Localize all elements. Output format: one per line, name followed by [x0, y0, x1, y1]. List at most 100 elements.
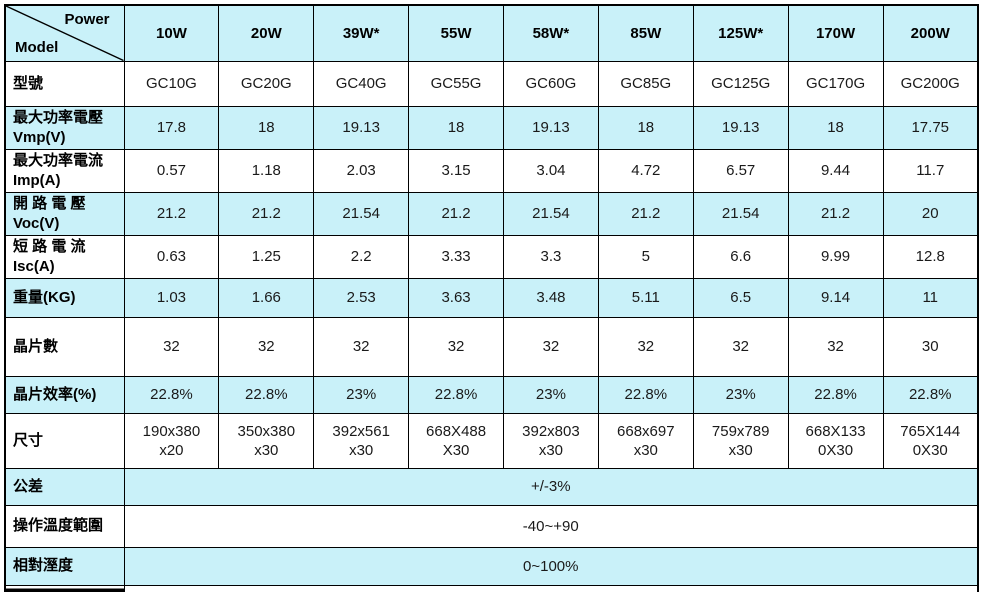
table-row: 晶片效率(%) 22.8% 22.8% 23% 22.8% 23% 22.8% 23% 22.8… — [4, 375, 979, 414]
merged-value-cell: +/-3% — [123, 467, 979, 506]
column-header: 85W — [597, 4, 694, 62]
column-header: 39W* — [313, 4, 410, 62]
row-label: 晶片數 — [4, 316, 125, 377]
diagonal-divider-line — [6, 6, 124, 61]
value-cell: 6.6 — [692, 234, 789, 279]
value-cell: 21.54 — [692, 191, 789, 236]
value-cell: 1.03 — [123, 277, 220, 318]
value-cell: 5.11 — [597, 277, 694, 318]
value-cell: 18 — [218, 105, 315, 150]
row-label: 操作溫度範圍 — [4, 504, 125, 548]
value-cell: GC10G — [123, 60, 220, 107]
value-cell: 0.63 — [123, 234, 220, 279]
value-cell: 32 — [692, 316, 789, 377]
column-header: 58W* — [503, 4, 599, 62]
value-cell: 23% — [692, 375, 789, 414]
value-cell: 21.2 — [218, 191, 315, 236]
value-cell: 668X488 X30 — [408, 412, 504, 469]
value-cell: GC20G — [218, 60, 315, 107]
value-cell: 21.2 — [408, 191, 504, 236]
table-row: 開 路 電 壓 Voc(V) 21.2 21.2 21.54 21.2 21.54 21.2… — [4, 191, 979, 236]
value-cell: 190x380 x20 — [123, 412, 220, 469]
value-cell: GC170G — [787, 60, 884, 107]
value-cell: 20 — [882, 191, 979, 236]
header-row: Power Model 10W 20W 39W* 55W 58W* 85W 125W* 170… — [4, 4, 979, 62]
value-cell: 9.44 — [787, 148, 884, 193]
column-header: 10W — [123, 4, 220, 62]
table-row: 操作溫度範圍 -40~+90 — [4, 504, 979, 548]
column-header: 20W — [218, 4, 315, 62]
value-cell: 392x561 x30 — [313, 412, 410, 469]
value-cell: 23% — [313, 375, 410, 414]
value-cell: 668x697 x30 — [597, 412, 694, 469]
corner-power-label: Power — [64, 11, 110, 28]
value-cell: 6.57 — [692, 148, 789, 193]
merged-value-cell: 0~100% — [123, 546, 979, 586]
value-cell: 18 — [408, 105, 504, 150]
value-cell: 1.66 — [218, 277, 315, 318]
table-row: 相對溼度 0~100% — [4, 546, 979, 586]
corner-model-label: Model — [15, 38, 59, 56]
value-cell: 32 — [123, 316, 220, 377]
row-label: 重量(KG) — [4, 277, 125, 318]
value-cell: 17.8 — [123, 105, 220, 150]
row-label: 相對溼度 — [4, 546, 125, 586]
value-cell: 759x789 x30 — [692, 412, 789, 469]
value-cell: 32 — [218, 316, 315, 377]
value-cell: 392x803 x30 — [503, 412, 599, 469]
column-header: 170W — [787, 4, 884, 62]
column-header: 125W* — [692, 4, 789, 62]
value-cell: 32 — [313, 316, 410, 377]
value-cell: 18 — [787, 105, 884, 150]
value-cell: 1.18 — [218, 148, 315, 193]
column-header: 55W — [408, 4, 504, 62]
value-cell: 32 — [597, 316, 694, 377]
row-label: 最大功率電流 Imp(A) — [4, 148, 125, 193]
value-cell: 3.15 — [408, 148, 504, 193]
cutoff-label-cell — [4, 584, 125, 592]
value-cell: GC55G — [408, 60, 504, 107]
value-cell: 19.13 — [692, 105, 789, 150]
value-cell: 3.48 — [503, 277, 599, 318]
value-cell: 350x380 x30 — [218, 412, 315, 469]
value-cell: 9.99 — [787, 234, 884, 279]
table-row: 型號 GC10G GC20G GC40G GC55G GC60G GC85G GC125G GC… — [4, 60, 979, 107]
row-label: 型號 — [4, 60, 125, 107]
value-cell: 11.7 — [882, 148, 979, 193]
row-label: 開 路 電 壓 Voc(V) — [4, 191, 125, 236]
cutoff-value-cell — [123, 584, 979, 592]
value-cell: 21.2 — [597, 191, 694, 236]
table-row: 最大功率電流 Imp(A) 0.57 1.18 2.03 3.15 3.04 4.72 6.5… — [4, 148, 979, 193]
value-cell: GC125G — [692, 60, 789, 107]
row-label: 晶片效率(%) — [4, 375, 125, 414]
value-cell: 765X144 0X30 — [882, 412, 979, 469]
value-cell: 19.13 — [313, 105, 410, 150]
value-cell: 22.8% — [123, 375, 220, 414]
value-cell: 22.8% — [597, 375, 694, 414]
value-cell: 6.5 — [692, 277, 789, 318]
value-cell: 1.25 — [218, 234, 315, 279]
row-label: 公差 — [4, 467, 125, 506]
table-row: 短 路 電 流 Isc(A) 0.63 1.25 2.2 3.33 3.3 5 6.6 9.99… — [4, 234, 979, 279]
value-cell: 9.14 — [787, 277, 884, 318]
value-cell: 2.53 — [313, 277, 410, 318]
value-cell: GC60G — [503, 60, 599, 107]
value-cell: 21.54 — [503, 191, 599, 236]
table-row: 公差 +/-3% — [4, 467, 979, 506]
cutoff-partial-row — [4, 584, 979, 592]
value-cell: 21.54 — [313, 191, 410, 236]
value-cell: 32 — [503, 316, 599, 377]
value-cell: 17.75 — [882, 105, 979, 150]
table-body: 型號 GC10G GC20G GC40G GC55G GC60G GC85G GC125G GC… — [4, 60, 979, 586]
value-cell: 0.57 — [123, 148, 220, 193]
row-label: 尺寸 — [4, 412, 125, 469]
value-cell: 32 — [787, 316, 884, 377]
value-cell: 668X133 0X30 — [787, 412, 884, 469]
value-cell: 4.72 — [597, 148, 694, 193]
table-row: 重量(KG) 1.03 1.66 2.53 3.63 3.48 5.11 6.5 9.14 11 — [4, 277, 979, 318]
value-cell: 2.2 — [313, 234, 410, 279]
value-cell: 21.2 — [123, 191, 220, 236]
value-cell: 22.8% — [882, 375, 979, 414]
value-cell: GC200G — [882, 60, 979, 107]
